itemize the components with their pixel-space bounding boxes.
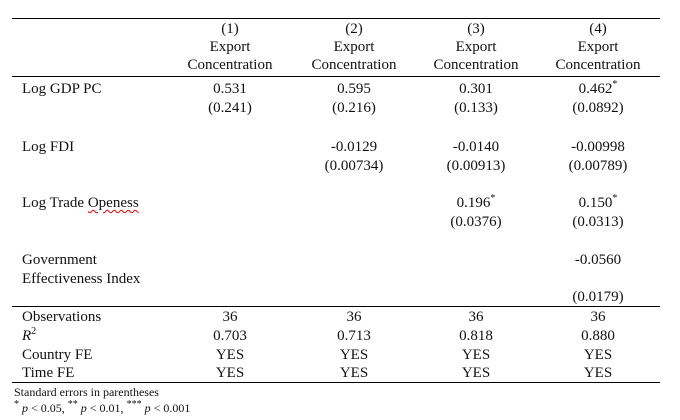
- header-rule: [12, 76, 660, 77]
- stat-value: YES: [215, 365, 245, 381]
- column-title-line2: Concentration: [187, 57, 273, 73]
- column-header-3: (3) Export Concentration: [416, 20, 536, 74]
- stat-value: 0.880: [581, 328, 615, 344]
- se-cell: (0.0892): [572, 100, 624, 116]
- misspelled-word: Openess: [87, 195, 139, 211]
- column-title-line1: Export: [333, 39, 375, 55]
- stat-value: 0.818: [459, 328, 493, 344]
- se-cell: (0.0376): [450, 214, 502, 230]
- stat-label-r-squared: R2: [22, 327, 36, 345]
- stat-value: YES: [215, 347, 245, 363]
- se-cell: (0.00789): [568, 158, 628, 174]
- r-symbol: R: [22, 328, 32, 344]
- stat-value: YES: [461, 365, 491, 381]
- se-cell: (0.0313): [572, 214, 624, 230]
- star-1: *: [14, 399, 19, 410]
- column-header-4: (4) Export Concentration: [538, 20, 658, 74]
- top-rule: [12, 18, 660, 19]
- stat-label-country-fe: Country FE: [22, 347, 93, 363]
- stat-value: 0.713: [337, 328, 371, 344]
- column-title-line1: Export: [209, 39, 251, 55]
- row-label-text: Log Trade: [22, 195, 88, 211]
- threshold: < 0.05,: [28, 401, 68, 415]
- coef-cell: -0.0140: [452, 139, 500, 155]
- column-title-line2: Concentration: [555, 57, 641, 73]
- column-title-line2: Concentration: [311, 57, 397, 73]
- row-label-government: Government: [22, 252, 97, 268]
- stat-value: YES: [583, 365, 613, 381]
- se-cell: (0.0179): [572, 289, 624, 305]
- se-cell: (0.00734): [324, 158, 384, 174]
- stat-label-time-fe: Time FE: [22, 365, 75, 381]
- significance-stars: *: [612, 193, 618, 204]
- stat-value: YES: [583, 347, 613, 363]
- column-title-line1: Export: [455, 39, 497, 55]
- coef-value: 0.301: [459, 81, 493, 97]
- p-symbol: p: [80, 401, 87, 415]
- bottom-rule: [12, 382, 660, 383]
- coef-cell: 0.531: [170, 80, 290, 98]
- coef-cell: 0.196*: [416, 194, 536, 212]
- stat-value: 36: [346, 309, 362, 325]
- r-exponent: 2: [31, 326, 37, 337]
- coef-cell: -0.00998: [571, 139, 625, 155]
- coef-cell: -0.0560: [574, 252, 622, 268]
- threshold: < 0.01,: [86, 401, 127, 415]
- coef-value: 0.531: [213, 81, 247, 97]
- stat-value: 36: [590, 309, 606, 325]
- coef-cell: -0.0129: [330, 139, 378, 155]
- row-label-log-gdp-pc: Log GDP PC: [22, 81, 102, 97]
- se-cell: (0.133): [454, 100, 498, 116]
- star-3: ***: [126, 399, 142, 410]
- row-label-log-trade-openess: Log Trade Openess: [22, 194, 139, 212]
- stat-value: 36: [468, 309, 484, 325]
- coef-cell: 0.301: [416, 80, 536, 98]
- stats-rule: [12, 306, 660, 307]
- column-number: (3): [467, 21, 485, 37]
- coef-value: 0.150: [578, 195, 613, 211]
- stat-value: YES: [339, 365, 369, 381]
- column-number: (1): [221, 21, 239, 37]
- stat-label-observations: Observations: [22, 309, 102, 325]
- row-label-effectiveness-index: Effectiveness Index: [22, 271, 141, 287]
- regression-table: (1) Export Concentration (2) Export Conc…: [12, 0, 660, 420]
- stat-value: YES: [461, 347, 491, 363]
- significance-stars: *: [490, 193, 496, 204]
- column-number: (4): [589, 21, 607, 37]
- coef-value: 0.196: [456, 195, 491, 211]
- coef-cell: 0.150*: [538, 194, 658, 212]
- column-number: (2): [345, 21, 363, 37]
- significance-stars: *: [612, 79, 618, 90]
- p-symbol: p: [22, 401, 28, 415]
- se-cell: (0.216): [332, 100, 376, 116]
- coef-cell: 0.462*: [538, 80, 658, 98]
- coef-cell: 0.595: [294, 80, 414, 98]
- se-cell: (0.241): [208, 100, 252, 116]
- table-note-standard-errors: Standard errors in parentheses: [14, 385, 159, 399]
- column-header-2: (2) Export Concentration: [294, 20, 414, 74]
- stat-value: YES: [339, 347, 369, 363]
- coef-value: 0.595: [337, 81, 371, 97]
- column-header-1: (1) Export Concentration: [170, 20, 290, 74]
- table-note-significance: * p < 0.05, ** p < 0.01, *** p < 0.001: [14, 399, 191, 416]
- row-label-log-fdi: Log FDI: [22, 139, 75, 155]
- stat-value: 36: [222, 309, 238, 325]
- column-title-line1: Export: [577, 39, 619, 55]
- stat-value: 0.703: [213, 328, 247, 344]
- p-symbol: p: [144, 401, 151, 415]
- column-title-line2: Concentration: [433, 57, 519, 73]
- threshold: < 0.001: [150, 401, 191, 415]
- coef-value: 0.462: [578, 81, 613, 97]
- star-2: **: [67, 399, 78, 410]
- se-cell: (0.00913): [446, 158, 506, 174]
